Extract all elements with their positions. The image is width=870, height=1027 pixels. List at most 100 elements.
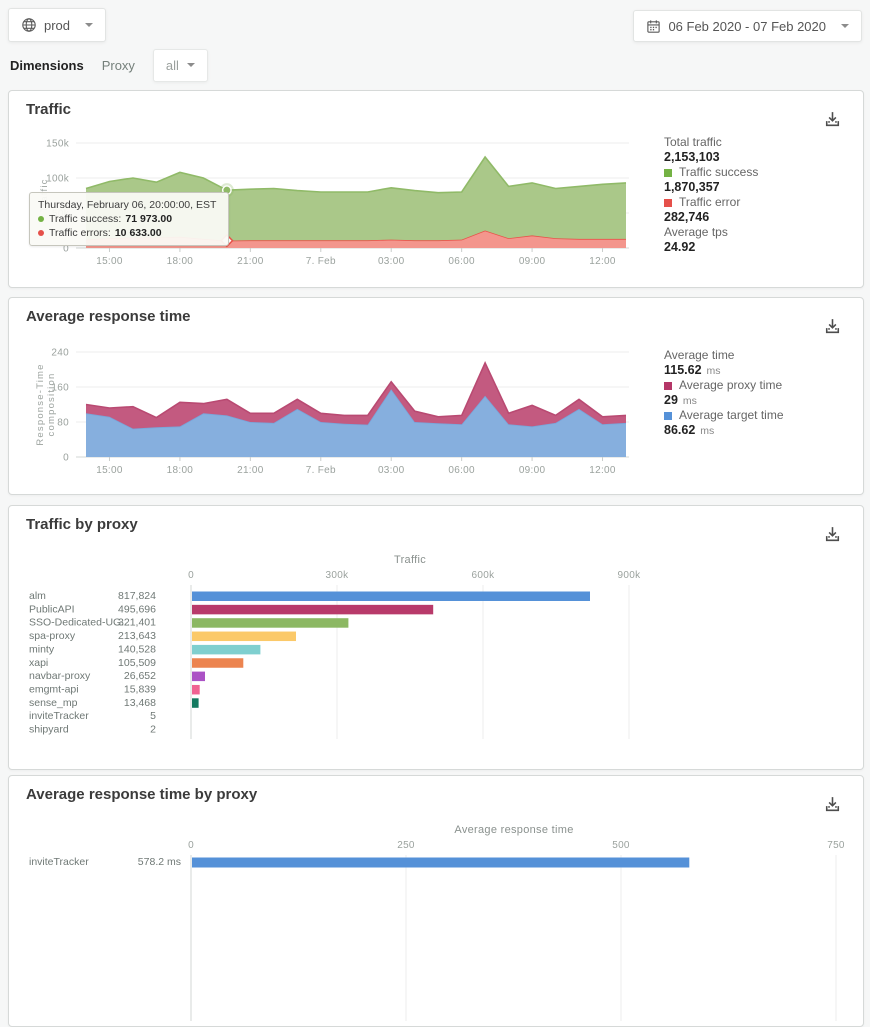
environment-selector[interactable]: prod: [8, 8, 107, 42]
summary-label: Average target time: [664, 408, 784, 423]
download-icon: [825, 797, 840, 812]
x-tick-label: 7. Feb: [306, 465, 336, 476]
bar: [192, 591, 590, 601]
download-button[interactable]: [822, 316, 844, 338]
y-tick-label: 240: [51, 348, 69, 359]
bar-row-label: inviteTracker: [29, 856, 89, 868]
bar: [192, 684, 200, 695]
traffic-summary: Total traffic 2,153,103 Traffic success …: [664, 135, 758, 255]
x-tick-label: 09:00: [519, 256, 546, 267]
y-tick-label: 0: [63, 453, 69, 464]
x-tick-label: 18:00: [167, 256, 194, 267]
x-tick-label: 09:00: [519, 465, 546, 476]
calendar-icon: [647, 19, 661, 33]
x-tick-label: 03:00: [378, 465, 405, 476]
bar: [192, 644, 261, 655]
bar-row-value: 817,824: [118, 590, 156, 602]
y-axis-title: Response-Timecomposition: [35, 363, 57, 445]
download-button[interactable]: [822, 109, 844, 131]
summary-label: Average proxy time: [664, 378, 784, 393]
bar-row-label: spa-proxy: [29, 630, 76, 642]
line-series: [85, 360, 627, 419]
dimension-value: all: [165, 57, 179, 73]
x-axis-title: Traffic: [394, 554, 426, 566]
line-series: [85, 155, 627, 194]
card-title-response-by-proxy: Average response time by proxy: [26, 786, 258, 803]
line-series: [85, 387, 627, 430]
bar-row-value: 321,401: [118, 617, 156, 629]
summary-value: 282,746: [664, 210, 710, 224]
traffic-by-proxy-chart[interactable]: Traffic 0 300k 600k 900k alm 817,824 PublicAPI 4…: [9, 506, 863, 769]
summary-value: 24.92: [664, 240, 696, 254]
bar-row-label: sense_mp: [29, 697, 78, 709]
date-range-picker[interactable]: 06 Feb 2020 - 07 Feb 2020: [633, 10, 862, 42]
y-tick-label: 150k: [46, 139, 70, 150]
bar-row-value: 26,652: [124, 670, 156, 682]
tooltip-success-row: Traffic success: 71 973.00: [38, 212, 220, 226]
bar-row-label: inviteTracker: [29, 710, 89, 722]
x-tick-label: 12:00: [589, 465, 616, 476]
chevron-down-icon: [85, 23, 94, 27]
dimension-proxy-label: Proxy: [101, 57, 135, 73]
dimension-value-dropdown[interactable]: all: [152, 48, 208, 82]
bar-row-value: 5: [150, 710, 156, 722]
bar-row-label: SSO-Dedicated-UG...: [29, 617, 130, 629]
summary-label: Average time: [664, 348, 735, 362]
summary-value: 2,153,103: [664, 150, 720, 164]
error-dot-icon: [38, 230, 44, 236]
x-tick-label: 900k: [618, 570, 642, 581]
y-tick-label: 100k: [46, 174, 70, 185]
response-summary: Average time 115.62 ms Average proxy time…: [664, 348, 784, 438]
proxy-time-swatch-icon: [664, 381, 672, 390]
response-time-card: 0 80 160 240 15:00 18:00 21:00 7. Feb 03:00 06:00…: [8, 297, 864, 495]
summary-value: 29 ms: [664, 393, 697, 407]
bar-row-label: navbar-proxy: [29, 670, 91, 682]
y-tick-label: 0: [63, 244, 69, 255]
bar-row-label: alm: [29, 590, 46, 602]
x-tick-label: 15:00: [96, 465, 123, 476]
tooltip-title: Thursday, February 06, 20:00:00, EST: [38, 199, 217, 211]
summary-value: 1,870,357: [664, 180, 720, 194]
globe-icon: [22, 18, 36, 32]
bar: [192, 658, 244, 668]
x-tick-label: 03:00: [378, 256, 405, 267]
chart-tooltip: Thursday, February 06, 20:00:00, EST Tra…: [29, 192, 229, 246]
x-tick-label: 06:00: [448, 465, 475, 476]
summary-value: 115.62 ms: [664, 363, 721, 377]
card-title-response: Average response time: [26, 308, 191, 325]
download-icon: [825, 112, 840, 127]
traffic-by-proxy-card: Traffic 0 300k 600k 900k alm 817,824 PublicAPI 4…: [8, 505, 864, 770]
bar-row-value: 105,509: [118, 657, 156, 669]
x-tick-label: 21:00: [237, 256, 264, 267]
bar-row-label: PublicAPI: [29, 603, 75, 615]
bar-row-value: 578.2 ms: [138, 856, 181, 868]
x-tick-label: 18:00: [167, 465, 194, 476]
bar: [192, 604, 434, 615]
error-swatch-icon: [664, 198, 672, 207]
bar-row-value: 495,696: [118, 603, 156, 615]
area-series: [86, 362, 626, 429]
dimensions-label: Dimensions: [10, 57, 84, 73]
response-time-chart[interactable]: 0 80 160 240 15:00 18:00 21:00 7. Feb 03:00 06:00…: [9, 298, 863, 494]
download-icon: [825, 319, 840, 334]
target-time-swatch-icon: [664, 411, 672, 420]
summary-label: Traffic error: [664, 195, 758, 210]
x-axis-title: Average response time: [454, 824, 573, 836]
x-tick-label: 0: [188, 840, 194, 851]
dimensions-bar: Dimensions Proxy all: [10, 48, 208, 82]
x-tick-label: 0: [188, 570, 194, 581]
response-by-proxy-chart[interactable]: Average response time 0 250 500 750 inviteTra…: [9, 776, 863, 1026]
tooltip-errors-row: Traffic errors: 10 633.00: [38, 226, 220, 240]
summary-label: Average tps: [664, 225, 728, 239]
download-button[interactable]: [822, 524, 844, 546]
bar-row-value: 15,839: [124, 683, 156, 695]
date-range-label: 06 Feb 2020 - 07 Feb 2020: [668, 18, 826, 34]
card-title-traffic: Traffic: [26, 101, 72, 118]
bar-row-label: xapi: [29, 657, 48, 669]
download-button[interactable]: [822, 794, 844, 816]
chevron-down-icon: [841, 24, 849, 28]
bar-row-label: minty: [29, 643, 55, 655]
summary-label: Traffic success: [664, 165, 758, 180]
bar-row-value: 13,468: [124, 697, 156, 709]
